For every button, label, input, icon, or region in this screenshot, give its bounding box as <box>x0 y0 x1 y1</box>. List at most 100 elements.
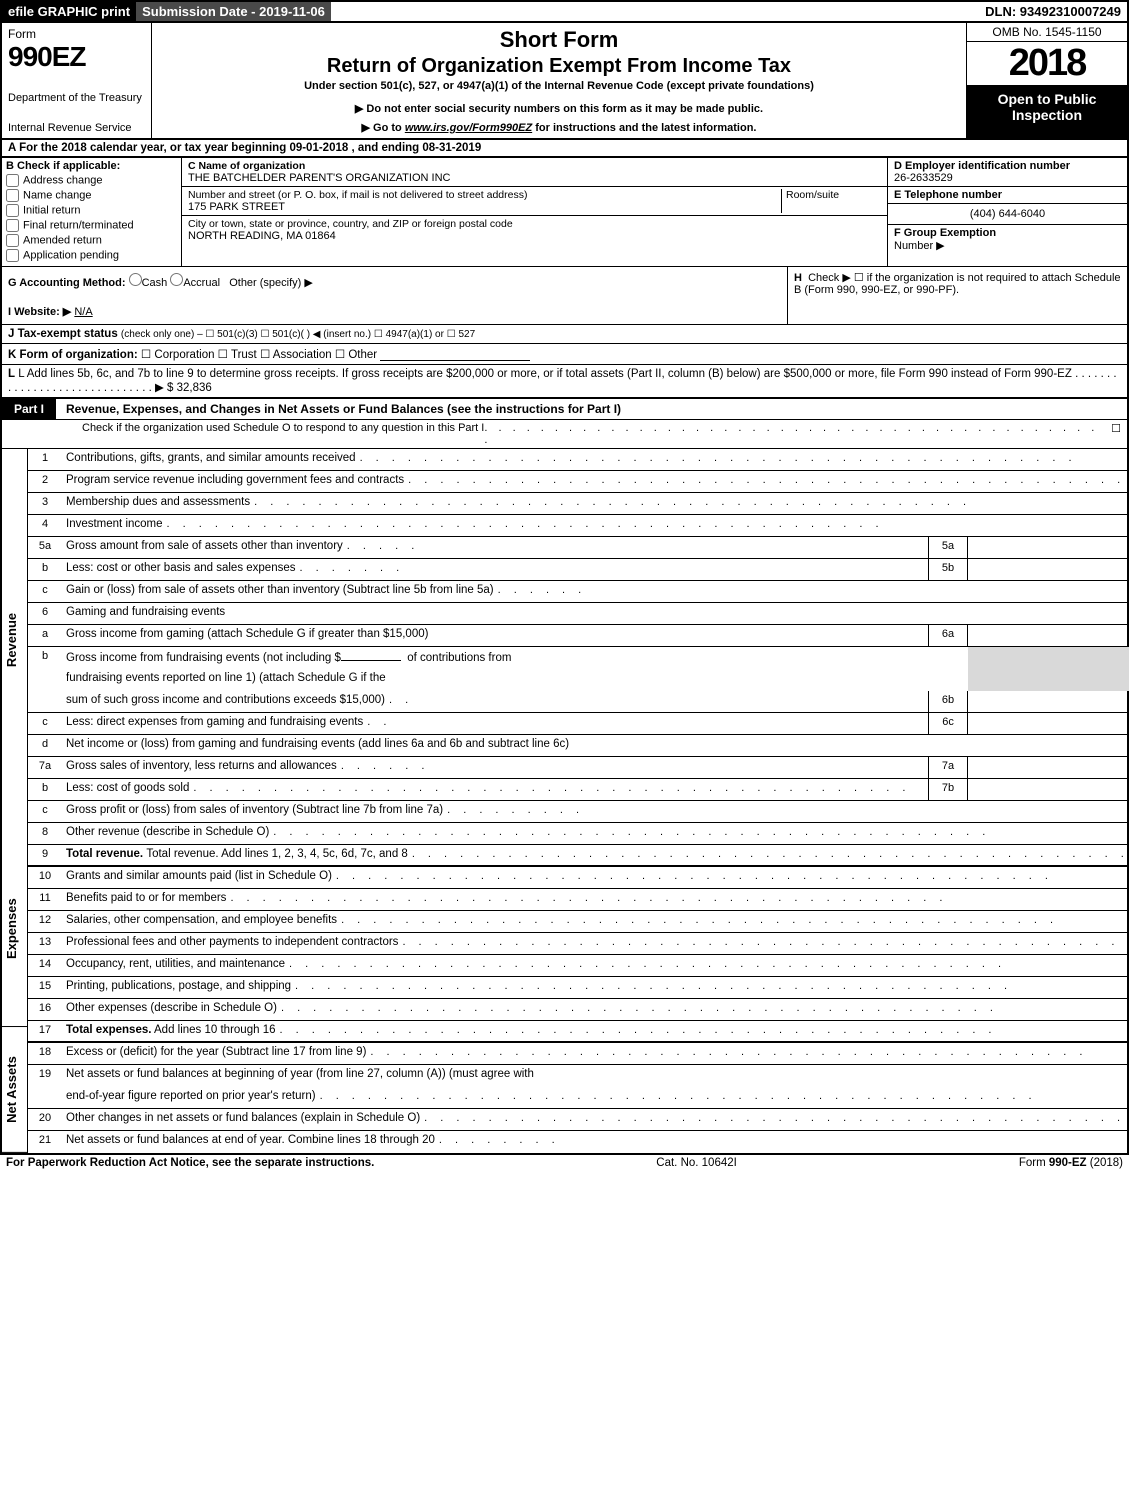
dots: . . . . . . . . . . . . . . . . . . . . … <box>269 826 1129 838</box>
l6b-sn-grey1 <box>928 647 968 669</box>
l6d-num: d <box>28 735 62 756</box>
dots: . . . . . . . . . . . . . . . . . . . . … <box>163 518 1129 530</box>
header-left: Form 990EZ Department of the Treasury In… <box>2 23 152 138</box>
cb-application-pending[interactable]: Application pending <box>6 249 177 262</box>
line-16: 16 Other expenses (describe in Schedule … <box>28 999 1129 1021</box>
cb-amended-return[interactable]: Amended return <box>6 234 177 247</box>
l6b-d1: Gross income from fundraising events (no… <box>66 652 341 664</box>
l1-num: 1 <box>28 449 62 470</box>
form-word: Form <box>8 27 145 41</box>
l7a-sn: 7a <box>928 757 968 778</box>
city-value: NORTH READING, MA 01864 <box>188 230 881 242</box>
dots: . . . . . . . . . . . . . . . . . . . . … <box>408 848 1129 860</box>
dots: . . . . . . . . . . . . . . . . . . . . … <box>250 496 1129 508</box>
line-3: 3 Membership dues and assessments. . . .… <box>28 493 1129 515</box>
irs-label: Internal Revenue Service <box>8 122 145 134</box>
d-ein-value: 26-2633529 <box>894 172 953 184</box>
l5a-desc: Gross amount from sale of assets other t… <box>66 540 343 552</box>
e-phone-label: E Telephone number <box>894 189 1002 201</box>
open-inspection: Open to Public Inspection <box>967 85 1127 138</box>
line-10: 10 Grants and similar amounts paid (list… <box>28 867 1129 889</box>
row-gh: G Accounting Method: Cash Accrual Other … <box>0 267 1129 325</box>
dots: . . . . . . . . . . . . . . . . . . . . … <box>275 1024 1128 1036</box>
table-rows: 1 Contributions, gifts, grants, and simi… <box>28 449 1129 1153</box>
g-accrual-radio[interactable] <box>170 273 183 286</box>
line-18: 18 Excess or (deficit) for the year (Sub… <box>28 1043 1129 1065</box>
i-website-value: N/A <box>74 306 92 318</box>
irs-link[interactable]: www.irs.gov/Form990EZ <box>405 122 532 134</box>
footer-left: For Paperwork Reduction Act Notice, see … <box>6 1157 374 1169</box>
g-cash-radio[interactable] <box>129 273 142 286</box>
j-label: J Tax-exempt status <box>8 328 118 340</box>
top-bar: efile GRAPHIC print Submission Date - 20… <box>0 0 1129 21</box>
l3-num: 3 <box>28 493 62 514</box>
l6b-d2: of contributions from <box>407 652 511 664</box>
cb-final-return[interactable]: Final return/terminated <box>6 219 177 232</box>
efile-label[interactable]: efile GRAPHIC print <box>2 2 136 21</box>
l8-desc: Other revenue (describe in Schedule O) <box>66 826 269 838</box>
l15-desc: Printing, publications, postage, and shi… <box>66 980 291 992</box>
l12-num: 12 <box>28 911 62 932</box>
l14-desc: Occupancy, rent, utilities, and maintena… <box>66 958 285 970</box>
l6b-fill <box>341 650 401 661</box>
l7b-desc: Less: cost of goods sold <box>66 782 189 794</box>
l1-desc: Contributions, gifts, grants, and simila… <box>66 452 356 464</box>
cb-address-change[interactable]: Address change <box>6 174 177 187</box>
k-label: K Form of organization: <box>8 349 138 361</box>
row-a-begin: 09-01-2018 <box>289 142 348 154</box>
part1-sub: Check if the organization used Schedule … <box>0 420 1129 449</box>
under-section: Under section 501(c), 527, or 4947(a)(1)… <box>160 80 958 92</box>
line-19-1: 19 Net assets or fund balances at beginn… <box>28 1065 1129 1087</box>
l5a-sn: 5a <box>928 537 968 558</box>
dots: . . . . . . . . . . . . . . . . . . . . … <box>285 958 1129 970</box>
dots: . . . . . . . . . . . . . . . . . . . . … <box>420 1112 1129 1124</box>
l7b-num: b <box>28 779 62 800</box>
l6b-num2 <box>28 669 62 691</box>
l16-num: 16 <box>28 999 62 1020</box>
l4-desc: Investment income <box>66 518 163 530</box>
line-13: 13 Professional fees and other payments … <box>28 933 1129 955</box>
line-15: 15 Printing, publications, postage, and … <box>28 977 1129 999</box>
part1-title: Revenue, Expenses, and Changes in Net As… <box>56 402 621 416</box>
part1-sub-checkbox[interactable]: ☐ <box>1101 422 1121 446</box>
l10-desc: Grants and similar amounts paid (list in… <box>66 870 332 882</box>
l21-desc: Net assets or fund balances at end of ye… <box>66 1134 435 1146</box>
block-bcdef: B Check if applicable: Address change Na… <box>0 158 1129 267</box>
l6b-d3: fundraising events reported on line 1) (… <box>66 672 386 684</box>
line-2: 2 Program service revenue including gove… <box>28 471 1129 493</box>
l6d-desc: Net income or (loss) from gaming and fun… <box>66 738 569 750</box>
col-c-org: C Name of organization THE BATCHELDER PA… <box>182 158 887 266</box>
l6b-sn-grey2 <box>928 669 968 691</box>
dots: . . . . . <box>343 540 924 552</box>
l2-desc: Program service revenue including govern… <box>66 474 404 486</box>
cb-initial-return[interactable]: Initial return <box>6 204 177 217</box>
l6a-num: a <box>28 625 62 646</box>
line-5c: c Gain or (loss) from sale of assets oth… <box>28 581 1129 603</box>
d-ein-label: D Employer identification number <box>894 160 1070 172</box>
k-other-line <box>380 349 530 361</box>
l6c-sv: 0 <box>968 713 1129 734</box>
side-expenses: Expenses <box>2 831 27 1027</box>
l16-desc: Other expenses (describe in Schedule O) <box>66 1002 277 1014</box>
c-name-label: C Name of organization <box>188 160 881 172</box>
l2-num: 2 <box>28 471 62 492</box>
l17-num: 17 <box>28 1021 62 1041</box>
l19-num: 19 <box>28 1065 62 1087</box>
cb-name-change[interactable]: Name change <box>6 189 177 202</box>
dln: DLN: 93492310007249 <box>979 2 1127 21</box>
line-4: 4 Investment income. . . . . . . . . . .… <box>28 515 1129 537</box>
part1-sub-dots: . . . . . . . . . . . . . . . . . . . . … <box>484 422 1101 446</box>
l7a-sv <box>968 757 1129 778</box>
line-7c: c Gross profit or (loss) from sales of i… <box>28 801 1129 823</box>
c-name-value: THE BATCHELDER PARENT'S ORGANIZATION INC <box>188 172 881 184</box>
dots: . . . . . . . . . . . . . . . . . . . . … <box>366 1046 1129 1058</box>
line-6c: c Less: direct expenses from gaming and … <box>28 713 1129 735</box>
l11-num: 11 <box>28 889 62 910</box>
footer-right: Form 990-EZ (2018) <box>1019 1157 1123 1169</box>
line-11: 11 Benefits paid to or for members. . . … <box>28 889 1129 911</box>
dept-treasury: Department of the Treasury <box>8 92 145 104</box>
l7a-desc: Gross sales of inventory, less returns a… <box>66 760 337 772</box>
goto-note: ▶ Go to www.irs.gov/Form990EZ for instru… <box>160 121 958 134</box>
e-phone-value: (404) 644-6040 <box>888 204 1127 225</box>
line-17: 17 Total expenses. Add lines 10 through … <box>28 1021 1129 1043</box>
